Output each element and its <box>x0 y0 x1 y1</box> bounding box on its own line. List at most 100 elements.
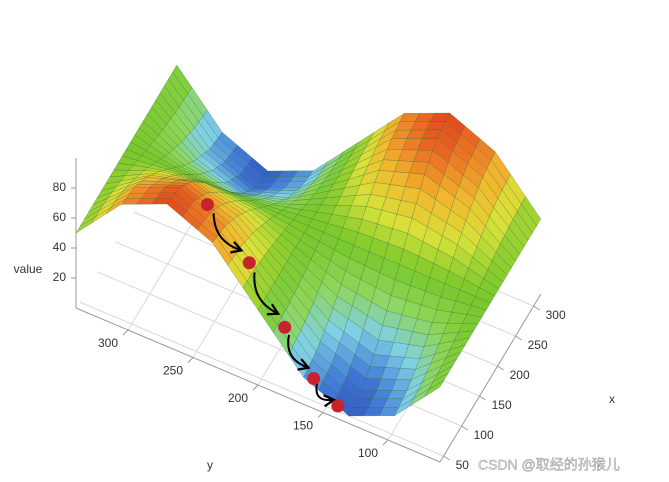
surface-patch <box>200 182 221 193</box>
z-tick-label: 40 <box>53 240 67 254</box>
surface-patch <box>258 176 280 183</box>
y-axis-label: y <box>207 458 213 472</box>
surface-patch <box>467 155 488 178</box>
surface-patch <box>214 182 235 193</box>
x-tick <box>497 365 504 371</box>
x-tick <box>443 455 450 461</box>
x-tick-label: 200 <box>510 368 530 382</box>
surface-patch <box>320 196 341 206</box>
surface-patch <box>347 305 368 330</box>
surface-patch <box>160 155 181 168</box>
z-tick-label: 20 <box>53 270 67 284</box>
surface-patch <box>238 192 258 196</box>
descent-point <box>242 256 256 270</box>
surface-patch <box>432 365 454 383</box>
x-tick <box>479 395 486 401</box>
surface-patch <box>187 181 208 196</box>
surface-patch <box>249 195 269 199</box>
surface-patch <box>324 319 345 344</box>
surface-patch <box>479 278 500 297</box>
surface-patch <box>153 134 174 154</box>
surface-patch <box>220 161 241 178</box>
surface-patch <box>296 209 318 220</box>
surface-patch <box>421 129 442 139</box>
surface-patch <box>152 181 174 186</box>
surface-patch <box>441 121 462 144</box>
z-tick-label: 60 <box>53 210 67 224</box>
x-tick <box>515 335 522 341</box>
surface-patch <box>475 138 496 161</box>
surface-patch <box>227 258 248 289</box>
surface-patch <box>288 219 309 234</box>
descent-point <box>278 320 292 334</box>
surface-patch <box>194 173 215 184</box>
surface-patch <box>432 138 453 164</box>
arrow <box>315 382 337 408</box>
surface-patch <box>204 182 225 193</box>
surface-patch <box>178 174 199 181</box>
surface-patch <box>466 305 487 318</box>
surface-patch <box>251 199 273 207</box>
surface-patch <box>156 178 178 183</box>
z-axis-label: value <box>14 262 43 276</box>
y-tick <box>252 384 259 391</box>
surface-patch <box>208 184 229 194</box>
x-tick-label: 300 <box>546 308 566 322</box>
descent-point <box>331 399 345 413</box>
y-axis-line <box>75 307 441 463</box>
surface-patch <box>210 192 232 204</box>
surface-patch <box>238 200 260 210</box>
arrow <box>253 272 281 316</box>
z-tick-label: 80 <box>53 180 67 194</box>
watermark: CSDN @取经的孙猴儿 <box>478 457 620 473</box>
x-axis-line <box>439 293 542 463</box>
surface-patch <box>109 169 130 178</box>
surface-patch <box>121 148 143 161</box>
y-tick-label: 300 <box>98 336 118 350</box>
x-axis-label: x <box>609 392 615 406</box>
surface-patch <box>250 187 272 191</box>
surface-patch <box>218 182 239 194</box>
arrow <box>287 334 311 371</box>
x-tick-label: 50 <box>456 458 470 472</box>
surface-patch <box>393 397 415 417</box>
surface-patch <box>90 207 111 224</box>
surface-patch <box>402 381 423 400</box>
x-tick-label: 150 <box>492 398 512 412</box>
y-tick-label: 200 <box>228 391 248 405</box>
x-tick <box>461 425 468 431</box>
surface-patch <box>342 216 363 233</box>
surface-patch <box>181 179 201 183</box>
x-tick <box>533 305 540 311</box>
surface-patch <box>436 358 458 375</box>
surface-patch <box>487 260 508 283</box>
surface-patch <box>191 174 211 183</box>
surface-patch <box>207 170 229 183</box>
arrow <box>212 213 244 254</box>
surface-patch <box>344 174 365 189</box>
y-tick-label: 150 <box>293 419 313 433</box>
surface-patch <box>125 192 146 200</box>
surface-patch <box>106 198 126 215</box>
surface-patch <box>420 174 441 201</box>
surface-patch <box>411 203 432 228</box>
surface-patch <box>183 163 205 175</box>
surface-patch <box>176 179 197 183</box>
surface-patch <box>424 379 445 397</box>
surface-patch <box>187 174 207 182</box>
surface-patch <box>170 174 190 180</box>
surface-patch <box>159 187 181 194</box>
surface-patch <box>145 175 167 179</box>
surface-patch <box>444 270 465 291</box>
y-tick-label: 250 <box>163 364 183 378</box>
x-tick-label: 100 <box>474 428 494 442</box>
surface-patch <box>317 176 339 190</box>
surface-patch <box>100 180 122 192</box>
surface-patch <box>147 164 169 171</box>
surface-patch <box>276 234 297 255</box>
y-tick <box>187 357 194 363</box>
y-tick-label: 100 <box>358 446 378 460</box>
surface-patch <box>378 325 399 343</box>
